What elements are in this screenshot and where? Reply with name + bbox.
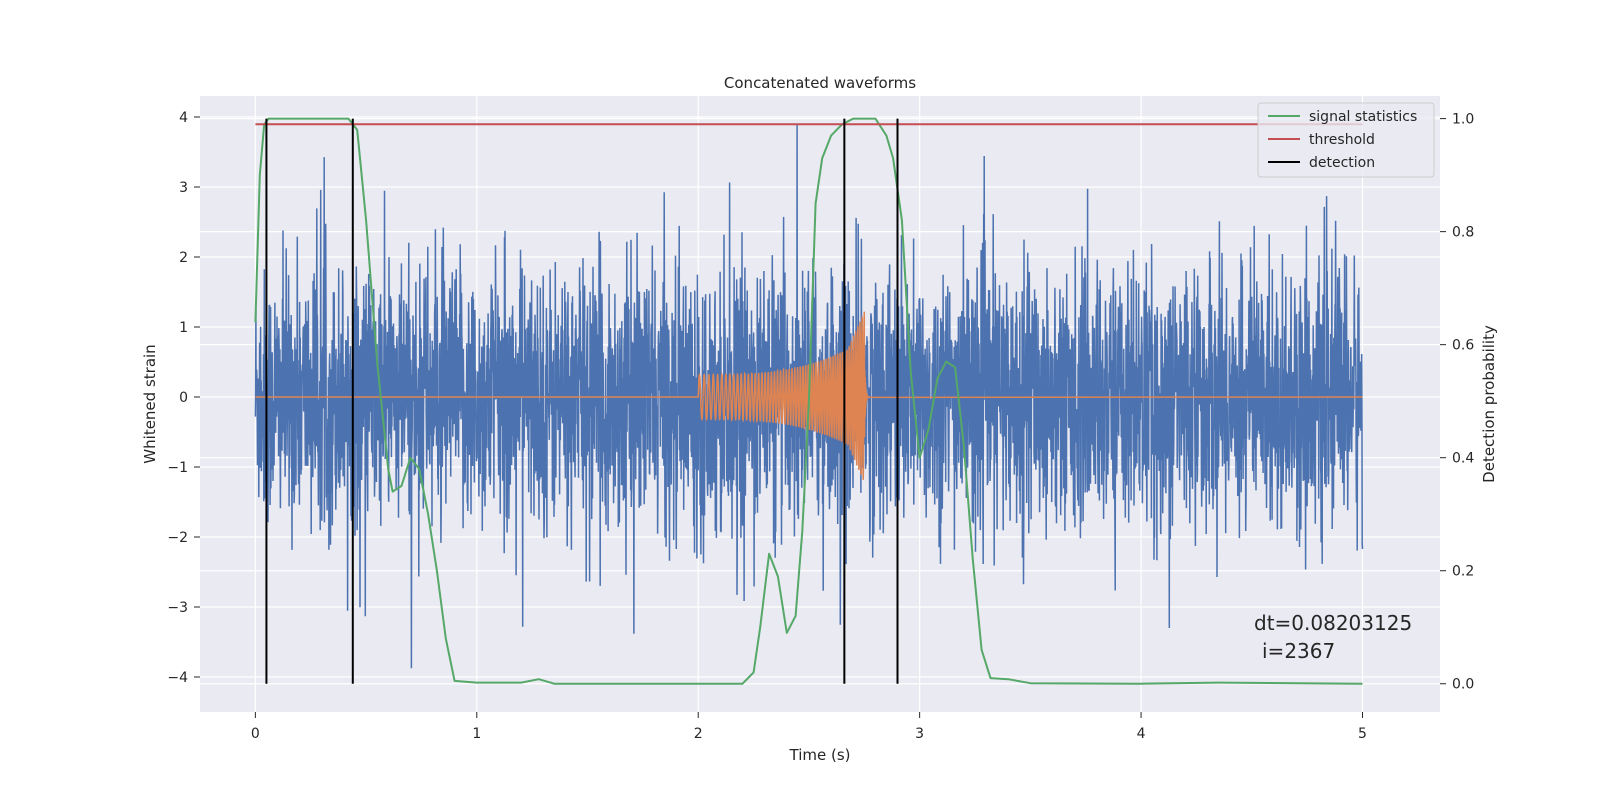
x-tick-label: 4 <box>1137 726 1146 742</box>
legend-frame <box>1257 102 1435 178</box>
x-tick-label: 2 <box>694 726 703 742</box>
detection-lines <box>265 118 899 684</box>
signal-statistics-line <box>254 117 1363 685</box>
x-tick-label: 3 <box>915 726 924 742</box>
y-tick-label: 0 <box>179 390 188 406</box>
strain-trace <box>254 123 1364 669</box>
right-axis-label: Detection probability <box>1480 325 1498 483</box>
legend-label-threshold: threshold <box>1309 132 1375 148</box>
y-tick-label: −4 <box>167 670 188 686</box>
y-tick-label: 2 <box>179 250 188 266</box>
y-tick-label: 4 <box>179 110 188 126</box>
y-tick-label: −2 <box>167 530 188 546</box>
y-tick-label: −3 <box>167 600 188 616</box>
annotation-dt: dt=0.08203125 <box>1254 611 1412 635</box>
y-axis-label: Whitened strain <box>141 344 159 463</box>
legend: signal statistics threshold detection <box>1257 102 1435 178</box>
y-axis-ticks: −4 −3 −2 −1 0 1 2 3 4 <box>167 110 200 686</box>
right-tick-label: 0.4 <box>1452 451 1474 467</box>
right-axis-ticks: 0.0 0.2 0.4 0.6 0.8 1.0 <box>1440 112 1474 693</box>
injected-waveform-series <box>255 311 1363 480</box>
right-tick-label: 0.0 <box>1452 677 1474 693</box>
y-tick-label: −1 <box>167 460 188 476</box>
x-tick-label: 5 <box>1358 726 1367 742</box>
y-tick-label: 1 <box>179 320 188 336</box>
right-tick-label: 0.2 <box>1452 564 1474 580</box>
chirp-trace <box>255 311 1363 480</box>
right-tick-label: 1.0 <box>1452 112 1474 128</box>
x-tick-label: 0 <box>251 726 260 742</box>
whitened-strain-series <box>254 123 1364 669</box>
grid <box>200 96 1440 712</box>
annotation-index: i=2367 <box>1262 639 1335 663</box>
legend-label-signal-statistics: signal statistics <box>1309 109 1417 125</box>
x-axis-ticks: 0 1 2 3 4 5 <box>251 712 1367 742</box>
chart-title: Concatenated waveforms <box>724 74 916 92</box>
x-axis-label: Time (s) <box>789 746 851 764</box>
right-tick-label: 0.8 <box>1452 225 1474 241</box>
x-tick-label: 1 <box>472 726 481 742</box>
legend-label-detection: detection <box>1309 155 1375 171</box>
y-tick-label: 3 <box>179 180 188 196</box>
series-layer <box>254 117 1363 685</box>
right-tick-label: 0.6 <box>1452 338 1474 354</box>
